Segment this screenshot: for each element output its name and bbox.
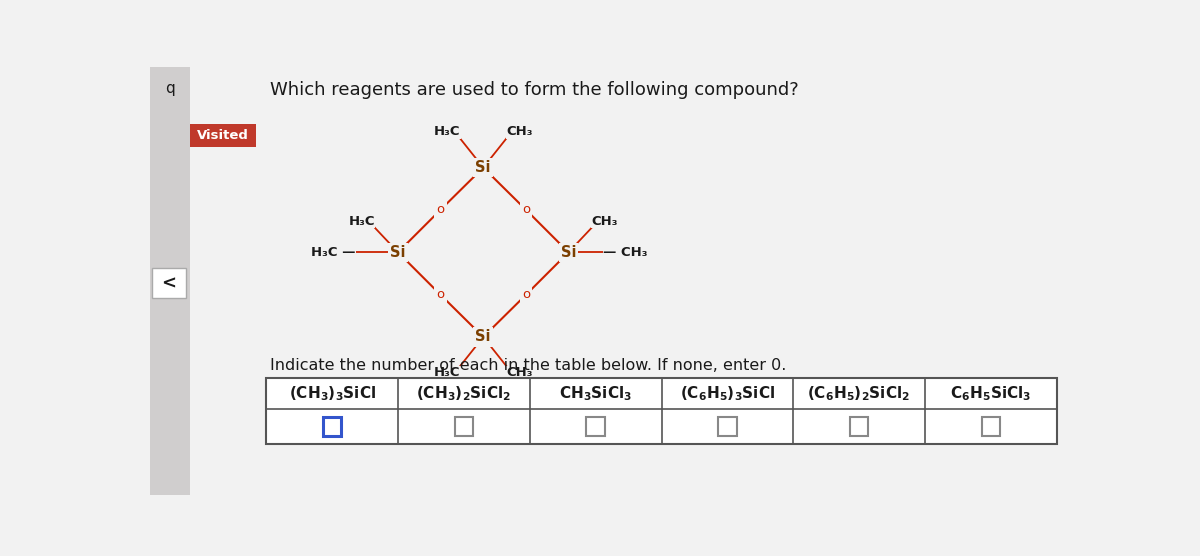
Text: H₃C: H₃C	[433, 125, 460, 138]
Text: Indicate the number of each in the table below. If none, enter 0.: Indicate the number of each in the table…	[270, 358, 786, 373]
Text: CH₃: CH₃	[506, 125, 533, 138]
Bar	[587, 417, 605, 435]
Bar	[150, 67, 191, 495]
Bar	[718, 417, 737, 435]
Bar	[266, 378, 1057, 444]
Bar	[850, 417, 869, 435]
Text: <: <	[161, 274, 176, 292]
Text: — CH₃: — CH₃	[604, 246, 648, 259]
Text: $\mathbf{CH_3SiCl_3}$: $\mathbf{CH_3SiCl_3}$	[559, 384, 632, 403]
Text: $\mathbf{C_6H_5SiCl_3}$: $\mathbf{C_6H_5SiCl_3}$	[950, 384, 1032, 403]
Text: Which reagents are used to form the following compound?: Which reagents are used to form the foll…	[270, 81, 799, 98]
Text: H₃C —: H₃C —	[311, 246, 355, 259]
Text: $\mathbf{(C_6H_5)_2SiCl_2}$: $\mathbf{(C_6H_5)_2SiCl_2}$	[808, 384, 911, 403]
Bar	[323, 417, 342, 435]
Text: o: o	[437, 288, 444, 301]
Bar	[982, 417, 1000, 435]
Text: Si: Si	[560, 245, 576, 260]
Text: Si: Si	[475, 160, 491, 175]
Text: $\mathbf{(CH_3)_2SiCl_2}$: $\mathbf{(CH_3)_2SiCl_2}$	[416, 384, 511, 403]
Bar	[191, 123, 256, 147]
Text: o: o	[522, 203, 530, 216]
Text: CH₃: CH₃	[506, 366, 533, 379]
Bar	[455, 417, 473, 435]
Text: $\mathbf{(CH_3)_3SiCl}$: $\mathbf{(CH_3)_3SiCl}$	[288, 384, 376, 403]
Text: H₃C: H₃C	[433, 366, 460, 379]
Text: o: o	[437, 203, 444, 216]
Text: Visited: Visited	[197, 129, 250, 142]
Text: Si: Si	[475, 330, 491, 345]
Text: Si: Si	[390, 245, 406, 260]
Bar	[151, 267, 186, 299]
Text: o: o	[522, 288, 530, 301]
Text: CH₃: CH₃	[592, 215, 618, 227]
Text: q: q	[166, 81, 175, 96]
Text: H₃C: H₃C	[348, 215, 374, 227]
Text: $\mathbf{(C_6H_5)_3SiCl}$: $\mathbf{(C_6H_5)_3SiCl}$	[679, 384, 775, 403]
